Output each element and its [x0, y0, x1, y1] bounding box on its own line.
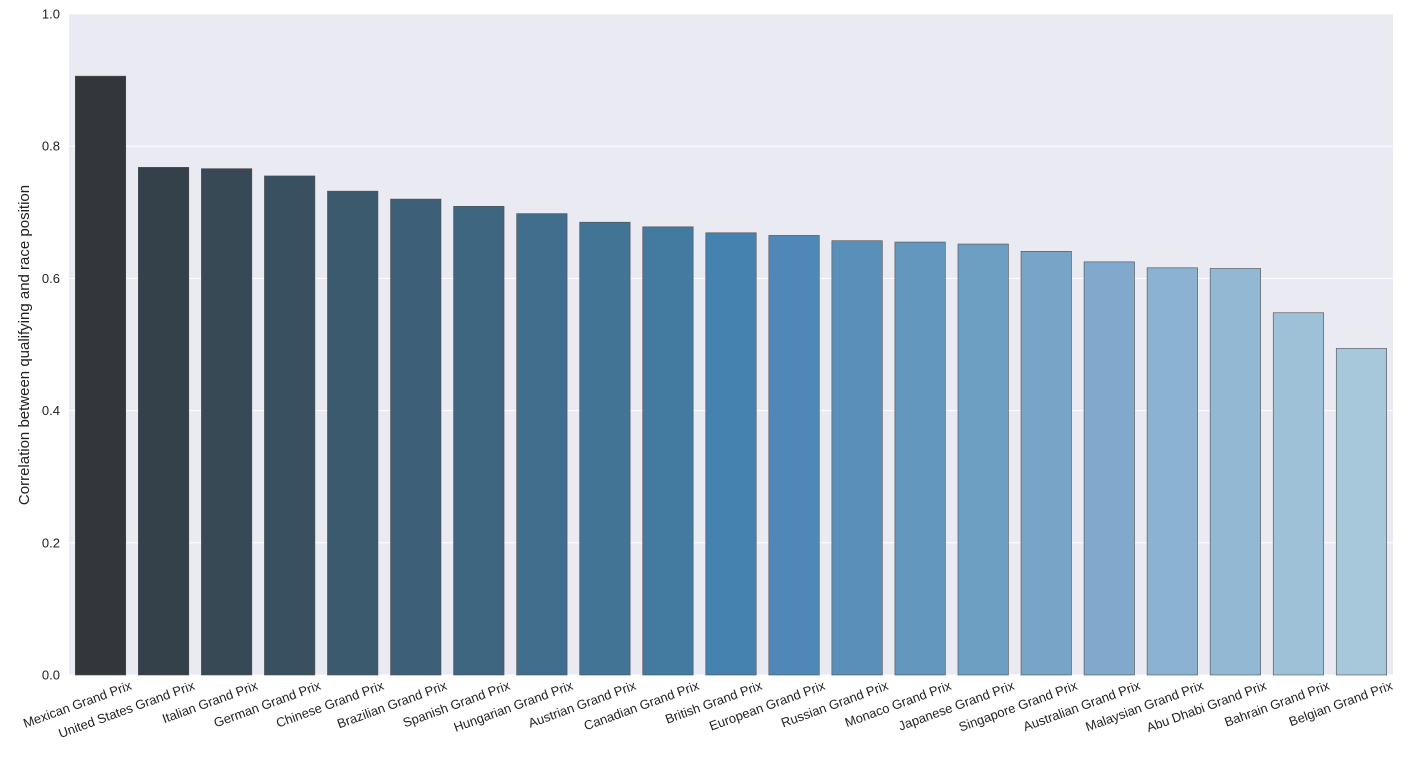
bar — [642, 226, 694, 676]
y-tick-label: 0.6 — [42, 271, 60, 286]
y-tick-label: 0.0 — [42, 668, 60, 683]
bars — [75, 75, 1387, 676]
bar — [1146, 267, 1198, 676]
bar — [894, 241, 946, 676]
y-tick-label: 0.8 — [42, 139, 60, 154]
y-axis-ticks: 0.0 0.2 0.4 0.6 0.8 1.0 — [42, 7, 60, 683]
y-tick-label: 0.4 — [42, 403, 60, 418]
bar — [579, 221, 631, 676]
bar — [75, 75, 127, 676]
y-tick-label: 1.0 — [42, 7, 60, 22]
bar — [201, 168, 253, 676]
bar — [831, 240, 883, 676]
bar — [264, 175, 316, 676]
bar — [1083, 261, 1135, 676]
bar — [957, 243, 1009, 676]
bar — [1020, 250, 1072, 676]
y-tick-label: 0.2 — [42, 535, 60, 550]
bar — [390, 198, 442, 676]
y-axis-title: Correlation between qualifying and race … — [16, 185, 33, 505]
bar — [768, 235, 820, 676]
bar — [705, 232, 757, 676]
bar — [327, 190, 379, 676]
bar — [1335, 348, 1387, 676]
bar — [516, 213, 568, 676]
bar — [1272, 312, 1324, 676]
bar — [1209, 268, 1261, 676]
bar — [138, 167, 190, 676]
bar — [453, 206, 505, 676]
